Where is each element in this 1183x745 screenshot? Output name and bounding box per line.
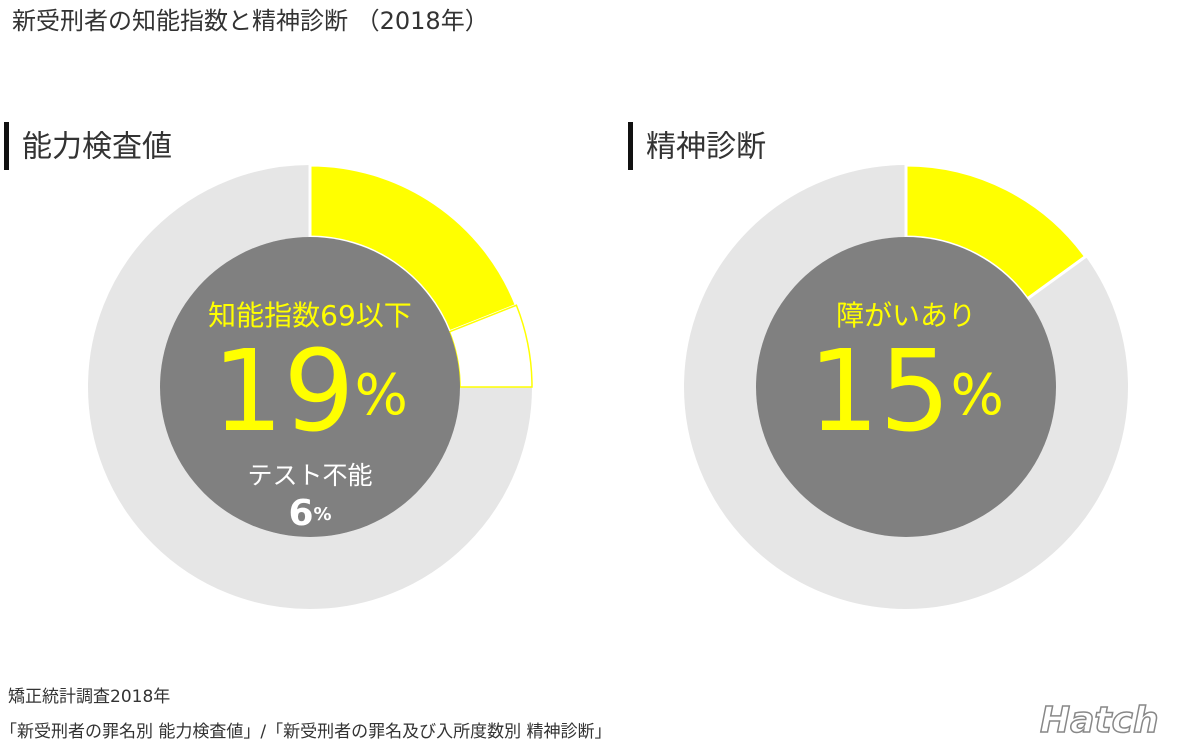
- page-title: 新受刑者の知能指数と精神診断 （2018年）: [12, 7, 489, 35]
- source-line: 矯正統計調査2018年: [8, 687, 170, 707]
- value-label: 19%: [212, 327, 408, 457]
- value-label: 6%: [288, 493, 331, 534]
- donut-center: [756, 237, 1056, 537]
- value-label: 15%: [808, 327, 1004, 457]
- category-label: 障がいあり: [836, 299, 976, 332]
- source-line: 「新受刑者の罪名別 能力検査値」/「新受刑者の罪名及び入所度数別 精神診断」: [0, 722, 612, 742]
- subtitle: 精神診断: [646, 130, 766, 165]
- subtitle: 能力検査値: [22, 130, 172, 165]
- subtitle-bar: [4, 122, 9, 170]
- category-label: 知能指数69以下: [208, 299, 412, 332]
- logo: Hatch: [1040, 700, 1159, 741]
- category-label: テスト不能: [247, 461, 372, 490]
- donut-center: [160, 237, 460, 537]
- subtitle-bar: [628, 122, 633, 170]
